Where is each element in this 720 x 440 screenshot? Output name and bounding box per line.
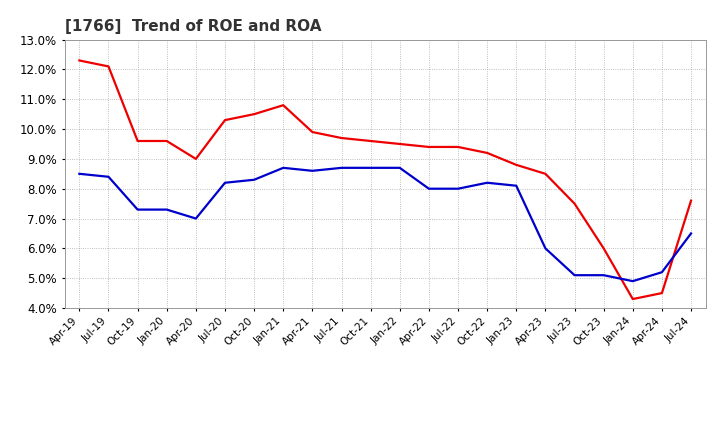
ROE [133,138,142,143]
ROE [337,136,346,141]
ROA [192,216,200,221]
ROE [366,138,375,143]
ROA [599,272,608,278]
ROE [657,290,666,296]
ROA [454,186,462,191]
ROE [75,58,84,63]
Text: [1766]  Trend of ROE and ROA: [1766] Trend of ROE and ROA [65,19,321,34]
ROE [308,129,317,135]
ROE [192,156,200,161]
ROE [512,162,521,168]
ROE [570,201,579,206]
ROA [395,165,404,170]
ROE [483,150,492,156]
ROA [133,207,142,212]
ROA [337,165,346,170]
ROA [541,246,550,251]
ROA [279,165,287,170]
ROE [425,144,433,150]
ROA [570,272,579,278]
Line: ROE: ROE [79,60,691,299]
ROA [687,231,696,236]
ROA [163,207,171,212]
ROA [308,168,317,173]
ROA [366,165,375,170]
ROE [104,64,113,69]
ROE [163,138,171,143]
ROE [454,144,462,150]
ROE [395,141,404,147]
ROA [220,180,229,185]
ROE [599,246,608,251]
ROE [220,117,229,123]
Line: ROA: ROA [79,168,691,281]
ROE [250,111,258,117]
ROA [250,177,258,183]
ROE [629,297,637,302]
ROE [541,171,550,176]
ROA [75,171,84,176]
ROA [104,174,113,180]
ROA [425,186,433,191]
ROA [483,180,492,185]
ROA [629,279,637,284]
ROA [657,270,666,275]
ROE [687,198,696,203]
ROA [512,183,521,188]
ROE [279,103,287,108]
